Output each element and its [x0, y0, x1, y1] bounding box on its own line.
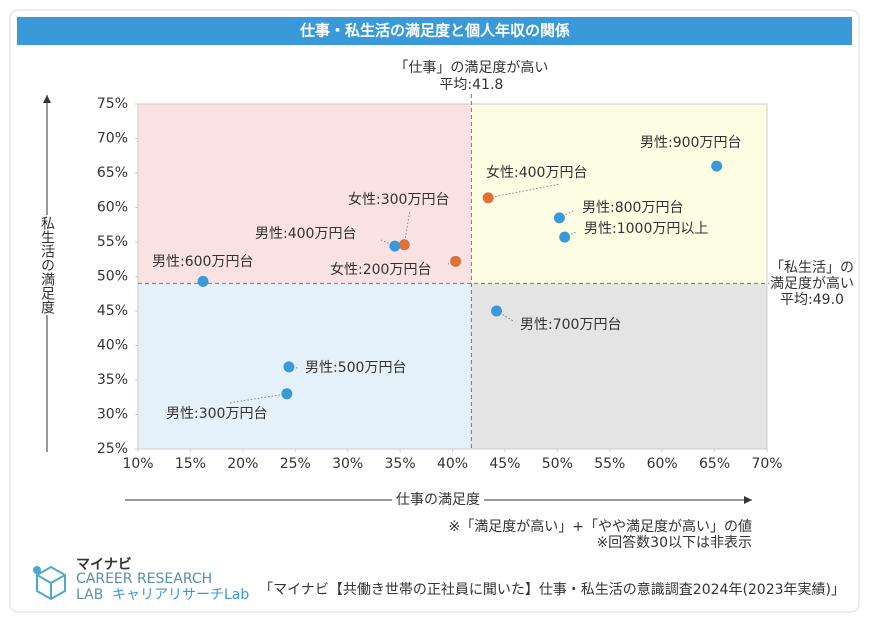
x-tick-label: 55% [594, 456, 625, 472]
point [283, 361, 295, 373]
leader [228, 393, 287, 404]
y-tick-label: 45% [97, 303, 128, 319]
point [389, 240, 401, 252]
x-tick-label: 50% [542, 456, 573, 472]
y-tick-label: 65% [97, 165, 128, 181]
point-label: 男性:800万円台 [582, 200, 683, 216]
x-tick-label: 45% [489, 456, 520, 472]
point-label: 男性:600万円台 [152, 254, 253, 270]
y-tick-label: 50% [97, 269, 128, 285]
leader [403, 209, 411, 245]
point-label: 男性:900万円台 [640, 135, 741, 151]
y-tick-label: 55% [97, 234, 128, 250]
x-tick-label: 20% [227, 456, 258, 472]
point-label: 男性:700万円台 [520, 317, 621, 333]
logo-dot [33, 566, 41, 574]
quadrant [471, 104, 767, 284]
y-tick-label: 25% [97, 441, 128, 457]
leader [559, 209, 576, 219]
x-tick-label: 10% [122, 456, 153, 472]
axis-label-bg [392, 490, 484, 510]
point [711, 160, 723, 172]
point-label: 女性:300万円台 [348, 191, 449, 208]
title-bar [17, 17, 852, 45]
point [398, 239, 410, 251]
point [553, 212, 565, 224]
annotation: 「私生活」の [770, 260, 854, 276]
point [482, 192, 494, 204]
y-tick-label: 60% [97, 200, 128, 216]
x-tick-label: 30% [332, 456, 363, 472]
y-axis-label: 私生活の満足度 [39, 216, 55, 314]
logo-icon [36, 565, 66, 601]
point [559, 231, 571, 243]
quadrant [471, 283, 767, 449]
note: ※「満足度が高い」+「やや満足度が高い」の値 [449, 518, 752, 535]
chart-title: 仕事・私生活の満足度と個人年収の関係 [299, 22, 570, 40]
leader [380, 239, 396, 247]
x-tick-label: 40% [437, 456, 468, 472]
logo-text: LAB [76, 587, 103, 603]
x-tick-label: 60% [647, 456, 678, 472]
x-tick-label: 70% [751, 456, 782, 472]
annotation: 満足度が高い [770, 275, 854, 292]
note: ※回答数30以下は非表示 [596, 534, 752, 551]
leader [488, 183, 561, 199]
x-tick-label: 15% [175, 456, 206, 472]
annotation: 平均:41.8 [439, 77, 503, 93]
source: 「マイナビ【共働き世帯の正社員に聞いた】仕事・私生活の意識調査2024年(202… [259, 581, 845, 598]
x-axis-label: 仕事の満足度 [396, 492, 480, 508]
point [450, 255, 462, 267]
point-label: 男性:1000万円以上 [584, 221, 708, 237]
arrow-head [43, 95, 51, 103]
x-tick-label: 65% [699, 456, 730, 472]
quadrant [138, 104, 472, 284]
y-tick-label: 40% [97, 338, 128, 354]
y-tick-label: 75% [97, 96, 128, 112]
arrow-head [744, 496, 752, 504]
logo-text: CAREER RESEARCH [76, 571, 212, 587]
point [491, 305, 503, 317]
logo-brand: マイナビ [76, 557, 132, 573]
annotation: 平均:49.0 [780, 292, 844, 308]
point-label: 男性:400万円台 [255, 226, 356, 242]
axis-label-bg [38, 215, 56, 315]
y-tick-label: 30% [97, 407, 128, 423]
quadrant [138, 283, 472, 449]
point [281, 388, 293, 400]
annotation: 「仕事」の満足度が高い [394, 59, 548, 76]
point [197, 275, 209, 287]
y-tick-label: 70% [97, 131, 128, 147]
point-label: 女性:200万円台 [330, 261, 431, 278]
x-tick-label: 25% [280, 456, 311, 472]
point-label: 男性:500万円台 [305, 360, 406, 376]
x-tick-label: 35% [385, 456, 416, 472]
logo-sub: キャリアリサーチLab [112, 587, 249, 603]
point-label: 女性:400万円台 [486, 164, 587, 181]
y-tick-label: 35% [97, 372, 128, 388]
point-label: 男性:300万円台 [166, 406, 267, 422]
